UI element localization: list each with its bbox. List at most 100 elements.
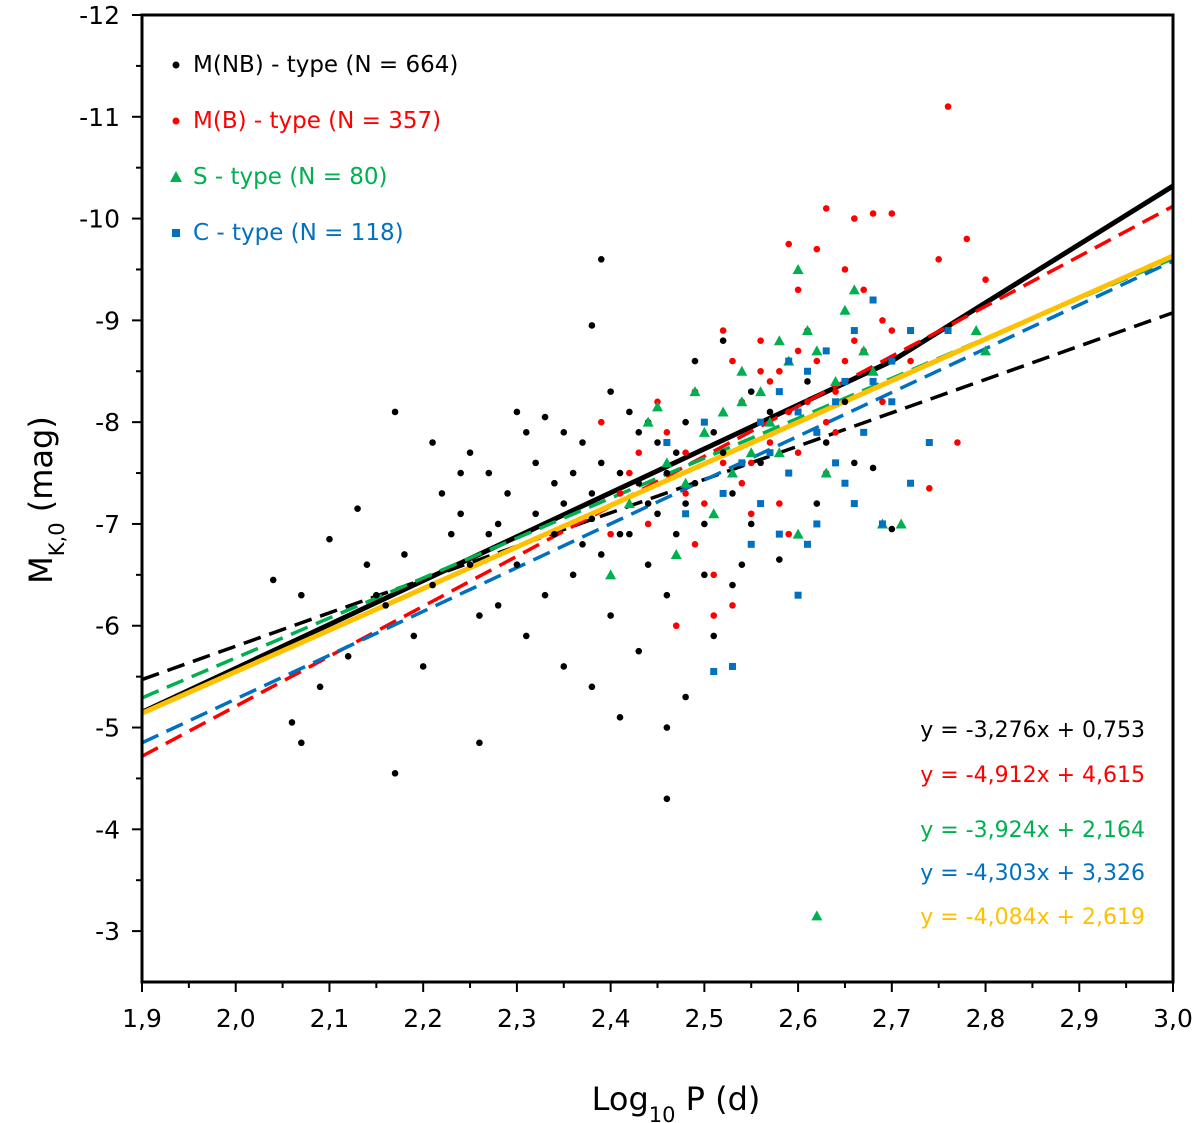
data-point [719,327,727,334]
data-point [551,530,558,538]
data-point [747,520,755,528]
data-point [738,479,746,487]
data-point [661,457,673,468]
data-point [663,591,671,599]
data-point [747,510,755,518]
y-tick-label: -5 [95,714,120,743]
x-tick-label: 2,6 [778,1004,818,1033]
data-point [776,367,783,375]
fit-line-all [142,253,1173,716]
data-point [382,602,389,609]
y-tick-label: -9 [95,306,120,335]
data-point [326,535,333,543]
data-point [607,612,614,619]
data-point [869,377,877,385]
data-point [757,500,765,508]
axes: 1,9 2,0 2,1 2,2 2,3 2,4 2,5 2,6 2,7 2,8 2,9 3,0 -3 -4… [79,1,1193,1033]
data-point [663,724,671,731]
x-tick-label: 2,8 [966,1004,1006,1033]
data-point [391,770,399,777]
data-point [476,739,483,747]
data-point [466,561,474,568]
data-point [736,396,748,407]
data-point [298,591,305,599]
data-point [757,367,764,375]
data-point [663,795,671,803]
data-point [541,413,549,421]
data-point [766,439,774,446]
data-point [766,449,774,457]
y-tick-label: -11 [79,103,120,132]
data-point [729,357,736,365]
data-point [373,591,380,599]
data-point [850,500,858,508]
data-point [794,408,802,416]
data-point [689,386,701,397]
data-point [747,540,755,548]
data-point [738,459,746,467]
x-tick-label: 2,9 [1059,1004,1099,1033]
data-point [344,652,352,660]
data-point [925,439,933,447]
data-point [513,408,521,416]
fit-equation-label: y = -4,084x + 2,619 [920,905,1145,930]
data-point [719,449,727,456]
data-point [410,632,418,640]
data-point [755,386,767,397]
y-tick-label: -12 [79,1,120,30]
data-point [701,520,708,528]
data-point [635,647,643,655]
data-point [419,663,427,670]
data-point [757,459,764,467]
data-point [401,551,408,558]
data-point [766,378,774,385]
data-point [785,408,793,416]
data-point [907,327,915,335]
data-point [560,429,568,436]
fit-equation-label: y = -3,276x + 0,753 [920,718,1145,743]
data-point [269,576,277,584]
data-point [513,561,521,568]
data-point [867,365,879,376]
data-point [522,429,530,436]
data-point [803,367,811,375]
fit-equation-label: y = -3,924x + 2,164 [920,818,1145,843]
y-tick-label: -8 [95,408,120,437]
data-point [869,464,877,472]
data-point [785,530,793,538]
data-point [532,459,539,467]
data-point [298,739,305,747]
data-point [775,388,783,396]
data-point [635,479,643,487]
data-point [710,668,718,676]
data-point [532,510,539,518]
data-point [466,449,474,456]
data-point [597,255,605,263]
plot-background [142,15,1173,982]
data-point [747,459,755,467]
data-point [448,530,455,538]
data-point [354,505,361,512]
data-point [830,375,842,386]
data-point [588,683,596,691]
data-point [700,418,708,426]
data-point [522,632,530,640]
data-point [785,357,793,365]
data-point [682,418,689,426]
legend-marker [172,117,180,125]
data-point [858,345,870,356]
x-axis-title-main: Log [592,1080,649,1118]
data-point [757,418,765,426]
data-point [457,469,464,477]
data-point [663,439,671,447]
y-axis-title-rest: (mag) [22,416,60,522]
data-point [794,347,802,355]
data-point [841,357,849,365]
fit-equation-label: y = -4,303x + 3,326 [920,861,1145,886]
data-point [850,327,858,335]
data-point [851,215,858,222]
data-point [794,286,802,294]
data-point [832,459,840,467]
y-tick-label: -4 [95,815,120,844]
